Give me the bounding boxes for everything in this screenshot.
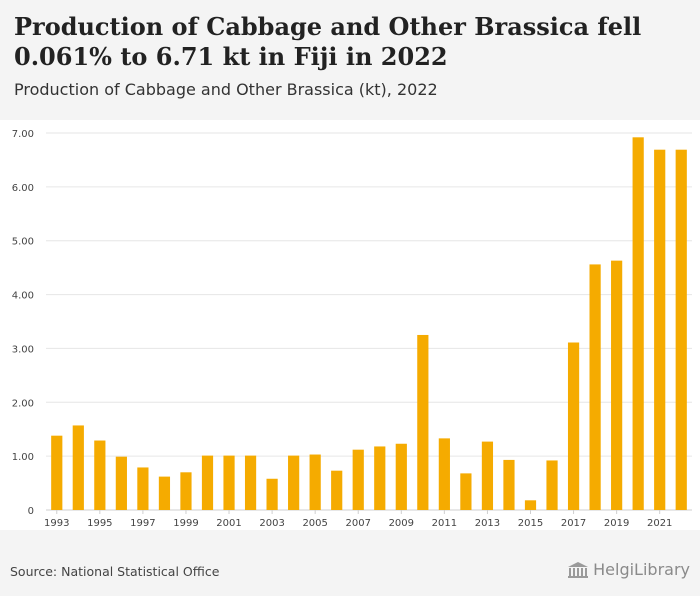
bar-2009 [395, 443, 407, 510]
x-tick-label: 2021 [647, 518, 672, 529]
bar-2003 [266, 478, 278, 510]
x-tick-label: 1997 [130, 518, 155, 529]
bar-1995 [94, 440, 106, 510]
chart-title: Production of Cabbage and Other Brassica… [14, 12, 642, 71]
bar-2004 [288, 455, 300, 510]
bar-2000 [201, 455, 214, 510]
bar-1996 [115, 456, 127, 510]
x-tick-label: 2005 [302, 518, 327, 529]
x-tick-label: 2003 [259, 518, 284, 529]
y-tick-label: 0 [28, 506, 34, 517]
bar-2002 [244, 455, 257, 510]
bar-1994 [72, 425, 84, 510]
bar-2006 [331, 470, 343, 510]
bar-2008 [374, 446, 386, 510]
bar-2010 [417, 334, 429, 510]
bar-2005 [309, 454, 321, 510]
y-tick-label: 7.00 [12, 129, 34, 140]
x-tick-label: 2017 [561, 518, 586, 529]
bar-1997 [137, 467, 149, 510]
bar-1993 [51, 435, 63, 510]
bar-2014 [503, 459, 515, 510]
y-tick-label: 3.00 [12, 344, 34, 355]
x-tick-label: 2007 [346, 518, 371, 529]
bar-chart: 0 1.00 2.00 3.00 4.00 5.00 6.00 7.00 1993 1995 199… [12, 129, 692, 529]
library-building-icon [568, 561, 589, 578]
bar-2019 [611, 260, 623, 510]
y-tick-label: 5.00 [12, 237, 34, 248]
source-note: Source: National Statistical Office [10, 564, 220, 579]
x-tick-label: 2015 [518, 518, 543, 529]
bar-2011 [438, 438, 450, 510]
plot-area: 0 1.00 2.00 3.00 4.00 5.00 6.00 7.00 1993 1995 199… [0, 120, 700, 530]
y-tick-label: 1.00 [12, 452, 34, 463]
bar-2017 [567, 342, 580, 510]
x-tick-label: 1995 [87, 518, 112, 529]
bar-2021 [654, 149, 666, 510]
x-tick-label: 2009 [389, 518, 414, 529]
x-tick-label: 2011 [432, 518, 457, 529]
bar-2020 [632, 137, 644, 510]
bar-2012 [460, 473, 472, 510]
x-tick-label: 1999 [173, 518, 198, 529]
logo-text: HelgiLibrary [593, 560, 690, 579]
x-tick-label: 2001 [216, 518, 241, 529]
bar-2013 [481, 441, 494, 510]
bar-2022 [675, 149, 687, 510]
x-tick-label: 2013 [475, 518, 500, 529]
helgi-library-logo: HelgiLibrary [567, 560, 690, 579]
bar-2016 [546, 460, 558, 510]
x-tick-label: 2019 [604, 518, 629, 529]
bar-2018 [589, 264, 601, 510]
x-tick-label: 1993 [44, 518, 69, 529]
bar-1999 [180, 472, 192, 510]
y-tick-label: 4.00 [12, 291, 34, 302]
bar-2007 [352, 449, 364, 510]
bar-2015 [524, 500, 537, 510]
y-tick-label: 2.00 [12, 398, 34, 409]
bar-1998 [158, 476, 171, 510]
y-tick-label: 6.00 [12, 183, 34, 194]
chart-subtitle: Production of Cabbage and Other Brassica… [14, 80, 438, 99]
bar-2001 [223, 455, 235, 510]
